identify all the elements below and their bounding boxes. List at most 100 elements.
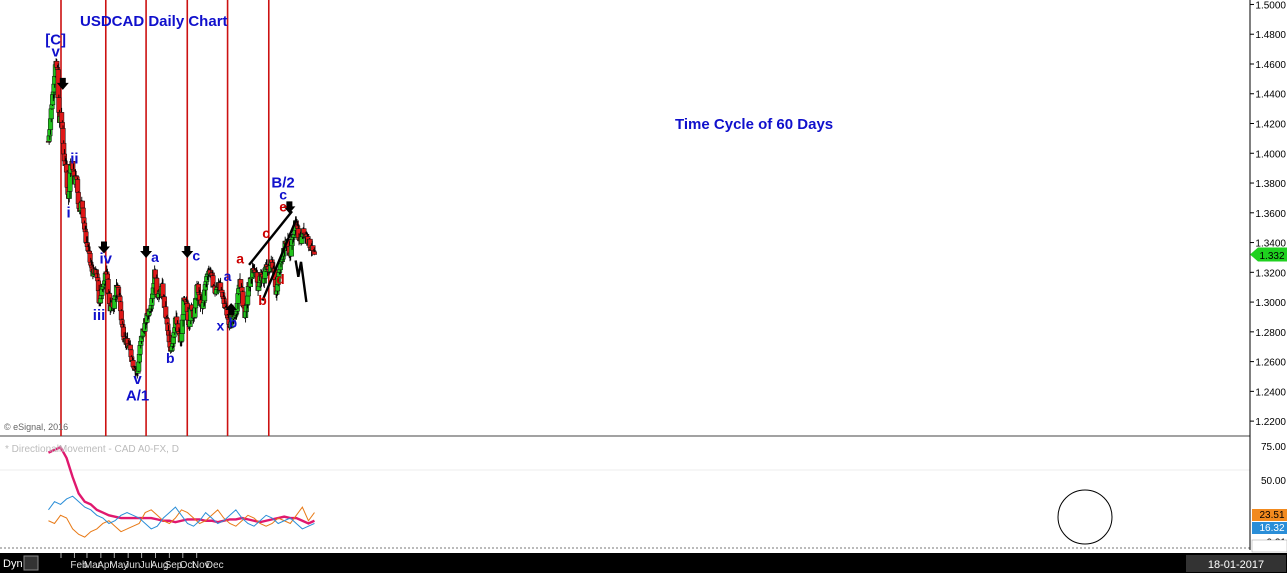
candle-up bbox=[261, 278, 267, 284]
trendline-0 bbox=[248, 210, 294, 266]
candle-up bbox=[291, 234, 297, 238]
month-label: Sep bbox=[165, 560, 183, 571]
indicator-tick-label: 75.00 bbox=[1261, 442, 1286, 453]
wave-label: ii bbox=[70, 151, 78, 168]
dyn-label[interactable]: Dyn bbox=[3, 558, 23, 570]
candle-down bbox=[118, 301, 124, 312]
wave-label: a bbox=[151, 249, 159, 265]
candle-down bbox=[127, 344, 133, 351]
candle-down bbox=[115, 285, 121, 288]
candle-down bbox=[174, 316, 180, 325]
wave-label: A/1 bbox=[126, 387, 149, 404]
trendline-1 bbox=[261, 218, 298, 302]
candle-up bbox=[288, 245, 294, 257]
last-price-badge-bg bbox=[1250, 247, 1287, 262]
wave-label: c bbox=[192, 247, 200, 263]
candle-down bbox=[164, 318, 170, 325]
candle-down bbox=[166, 334, 172, 343]
price-axis: 1.5000 1.4800 1.4600 1.4400 1.4200 1.4000 1.38… bbox=[1249, 0, 1287, 550]
candle-down bbox=[118, 310, 124, 321]
wave-label: a bbox=[224, 268, 232, 284]
candle-up bbox=[47, 129, 53, 137]
price-tick-label: 1.3600 bbox=[1255, 209, 1286, 220]
candle-up bbox=[203, 281, 209, 285]
candle-up bbox=[98, 295, 104, 300]
candle-down bbox=[125, 338, 131, 345]
candle-up bbox=[47, 118, 54, 130]
arrow-down-icon bbox=[56, 77, 69, 90]
candle-up bbox=[256, 282, 263, 287]
candle-up bbox=[213, 289, 219, 295]
candle-up bbox=[201, 300, 207, 304]
candle-up bbox=[170, 343, 176, 347]
wave-label: v bbox=[51, 44, 60, 61]
candle-up bbox=[202, 289, 208, 302]
candle-down bbox=[128, 349, 134, 358]
candle-down bbox=[104, 271, 110, 275]
date-badge: 18-01-2017 bbox=[1208, 559, 1264, 571]
price-tick-label: 1.2200 bbox=[1255, 417, 1286, 428]
candle-down bbox=[86, 250, 92, 254]
candle-up bbox=[170, 336, 176, 344]
wave-label: x bbox=[217, 317, 225, 333]
wave-label: b bbox=[166, 350, 175, 366]
candle-down bbox=[56, 97, 62, 113]
candle-down bbox=[79, 200, 86, 209]
trendlines bbox=[248, 210, 308, 303]
arrow-up-icon bbox=[225, 303, 238, 316]
candle-up bbox=[179, 319, 185, 334]
candle-down bbox=[120, 324, 126, 328]
indicator-value-1-bg bbox=[1252, 509, 1287, 521]
price-tick-label: 1.4800 bbox=[1255, 30, 1286, 41]
wave-label: b bbox=[258, 292, 267, 308]
indicator-value-2: 16.32 bbox=[1259, 523, 1284, 534]
copyright-label: © eSignal, 2016 bbox=[4, 422, 68, 432]
candle-down bbox=[60, 128, 66, 144]
month-label: Nov bbox=[192, 560, 210, 571]
settings-icon bbox=[23, 555, 39, 571]
candle-down bbox=[120, 326, 126, 337]
wave-label: B/2 bbox=[271, 174, 294, 191]
candle-up bbox=[262, 270, 268, 279]
candle-up bbox=[46, 135, 52, 142]
candle-down bbox=[130, 360, 136, 367]
candle-down bbox=[269, 259, 275, 263]
wave-label: [C] bbox=[45, 32, 66, 49]
candle-up bbox=[149, 298, 155, 306]
candle-down bbox=[221, 298, 227, 304]
indicator-series-adx bbox=[47, 445, 315, 525]
candle-down bbox=[209, 272, 215, 276]
candle-down bbox=[239, 287, 245, 293]
candle-down bbox=[240, 291, 246, 307]
price-tick-label: 1.2600 bbox=[1255, 358, 1286, 369]
wave-label: d bbox=[276, 271, 285, 287]
price-tick-label: 1.5000 bbox=[1255, 0, 1286, 11]
candle-up bbox=[179, 333, 185, 342]
candle-up bbox=[136, 353, 142, 363]
candle-down bbox=[63, 164, 70, 173]
arrow-down-icon bbox=[97, 241, 110, 254]
candle-up bbox=[99, 288, 105, 296]
candle-down bbox=[61, 142, 67, 155]
candle-up bbox=[138, 341, 144, 346]
wave-label: iv bbox=[100, 250, 113, 267]
cycle-lines bbox=[60, 0, 270, 436]
month-label: Dec bbox=[206, 560, 224, 571]
month-label: Jun bbox=[124, 560, 140, 571]
candle-down bbox=[104, 273, 111, 280]
highlight-circle bbox=[1057, 489, 1113, 545]
indicator-min-bg bbox=[1251, 539, 1287, 553]
price-tick-label: 1.4600 bbox=[1255, 60, 1286, 71]
candle-down bbox=[160, 283, 166, 297]
last-price-badge: 1.332 bbox=[1259, 251, 1284, 262]
arrows bbox=[56, 77, 296, 316]
candle-down bbox=[82, 228, 88, 233]
price-tick-label: 1.3400 bbox=[1255, 239, 1286, 250]
price-tick-label: 1.4000 bbox=[1255, 149, 1286, 160]
price-tick-label: 1.3000 bbox=[1255, 298, 1286, 309]
price-tick-label: 1.3800 bbox=[1255, 179, 1286, 190]
month-label: Feb bbox=[70, 560, 88, 571]
candle-up bbox=[187, 320, 193, 327]
indicator-value-2-bg bbox=[1252, 522, 1287, 534]
